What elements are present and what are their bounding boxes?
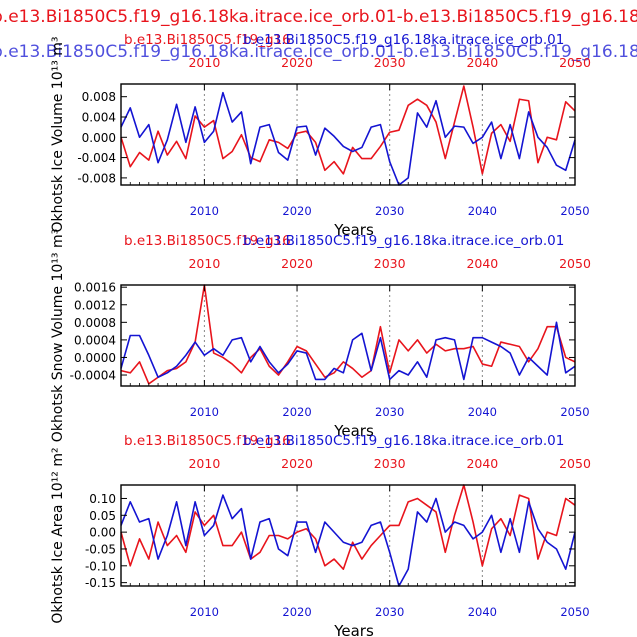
plot-frame [120, 284, 576, 387]
x-tick-label-bottom: 2050 [560, 405, 589, 419]
y-tick-label: 0.10 [89, 492, 116, 506]
x-tick-label-top: 2010 [188, 256, 220, 271]
series-line-red [120, 284, 576, 385]
x-tick-label-top: 2010 [188, 456, 220, 471]
x-tick-label-bottom: 2010 [190, 405, 219, 419]
y-tick-label: -0.05 [85, 542, 116, 556]
x-axis-label: Years [333, 221, 374, 239]
series-line-red [120, 85, 576, 175]
y-tick-label: 0.008 [82, 90, 116, 104]
x-tick-label-bottom: 2040 [468, 204, 497, 218]
x-tick-label-top: 2050 [559, 55, 591, 70]
series-line-red [120, 484, 576, 570]
x-tick-label-bottom: 2030 [375, 605, 404, 619]
panel-label-red: b.e13.Bi1850C5.f19_g16 [124, 233, 291, 249]
panels-group: b.e13.Bi1850C5.f19_g16b.e13.Bi1850C5.f19… [50, 32, 591, 637]
y-axis-label: Okhotsk Ice Area 10¹² m² [50, 447, 66, 623]
x-axis-label: Years [333, 422, 374, 440]
x-tick-label-bottom: 2050 [560, 605, 589, 619]
x-tick-label-bottom: 2010 [190, 204, 219, 218]
y-tick-label: 0.0016 [74, 281, 116, 295]
x-tick-label-bottom: 2020 [282, 405, 311, 419]
x-tick-label-top: 2020 [281, 256, 313, 271]
header-title-blue: b.e13.Bi1850C5.f19_g16.18ka.itrace.ice_o… [0, 42, 637, 62]
x-tick-label-bottom: 2030 [375, 204, 404, 218]
plot-frame [120, 83, 576, 186]
panel-label-red: b.e13.Bi1850C5.f19_g16 [124, 32, 291, 48]
y-tick-label: -0.15 [85, 576, 116, 590]
panel-label-red: b.e13.Bi1850C5.f19_g16 [124, 433, 291, 449]
y-tick-label: 0.00 [89, 526, 116, 540]
y-tick-label: -0.008 [77, 171, 116, 185]
header-title-red: b.e13.Bi1850C5.f19_g16.18ka.itrace.ice_o… [0, 7, 637, 27]
x-tick-label-top: 2030 [374, 456, 406, 471]
x-tick-label-top: 2050 [559, 456, 591, 471]
x-tick-label-top: 2020 [281, 55, 313, 70]
x-tick-label-top: 2040 [466, 256, 498, 271]
x-tick-label-bottom: 2050 [560, 204, 589, 218]
series-line-blue [120, 494, 576, 587]
x-tick-label-bottom: 2020 [282, 204, 311, 218]
x-tick-label-top: 2020 [281, 456, 313, 471]
x-tick-label-bottom: 2040 [468, 605, 497, 619]
y-tick-label: 0.0012 [74, 298, 116, 312]
series-line-blue [120, 321, 576, 381]
x-tick-label-bottom: 2020 [282, 605, 311, 619]
x-tick-label-bottom: 2040 [468, 405, 497, 419]
x-tick-label-top: 2040 [466, 55, 498, 70]
x-tick-label-top: 2040 [466, 456, 498, 471]
y-tick-label: -0.0004 [70, 369, 116, 383]
panel-label-blue: b.e13.Bi1850C5.f19_g16.18ka.itrace.ice_o… [243, 32, 564, 48]
x-tick-label-top: 2010 [188, 55, 220, 70]
y-tick-label: 0.05 [89, 509, 116, 523]
panel-label-blue: b.e13.Bi1850C5.f19_g16.18ka.itrace.ice_o… [243, 233, 564, 249]
y-tick-label: 0.0004 [74, 333, 116, 347]
chart-panel-1: b.e13.Bi1850C5.f19_g16b.e13.Bi1850C5.f19… [50, 32, 591, 239]
x-tick-label-bottom: 2030 [375, 405, 404, 419]
y-tick-label: 0.0000 [74, 351, 116, 365]
y-tick-label: -0.10 [85, 559, 116, 573]
plot-frame [120, 484, 576, 587]
y-axis-label: Okhotsk Snow Volume 10¹³ m³ [50, 229, 66, 442]
x-tick-label-bottom: 2010 [190, 605, 219, 619]
y-tick-label: 0.000 [82, 131, 116, 145]
y-tick-label: 0.004 [82, 110, 116, 124]
y-tick-label: -0.004 [77, 151, 116, 165]
y-tick-label: 0.0008 [74, 316, 116, 330]
chart-panel-3: b.e13.Bi1850C5.f19_g16b.e13.Bi1850C5.f19… [50, 433, 591, 637]
chart-panel-2: b.e13.Bi1850C5.f19_g16b.e13.Bi1850C5.f19… [50, 229, 591, 442]
x-tick-label-top: 2050 [559, 256, 591, 271]
series-line-blue [120, 91, 576, 186]
x-tick-label-top: 2030 [374, 256, 406, 271]
panel-label-blue: b.e13.Bi1850C5.f19_g16.18ka.itrace.ice_o… [243, 433, 564, 449]
x-axis-label: Years [333, 622, 374, 637]
x-tick-label-top: 2030 [374, 55, 406, 70]
y-axis-label: Okhotsk Ice Volume 10¹³ m³ [50, 36, 66, 232]
